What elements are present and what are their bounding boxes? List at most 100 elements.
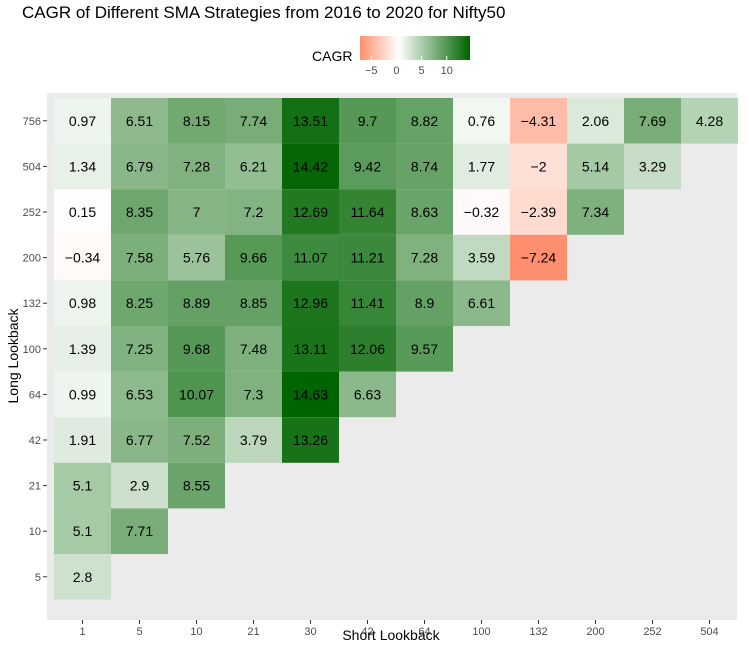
- cell-label: 7.34: [582, 204, 609, 220]
- x-tick-label: 10: [190, 626, 202, 638]
- x-tick-label: 200: [586, 626, 604, 638]
- heatmap-cell: [168, 280, 225, 326]
- cell-label: 6.53: [126, 386, 153, 402]
- heatmap-cell: [339, 98, 396, 144]
- cell-label: 7.74: [240, 113, 267, 129]
- heatmap-cell: [510, 143, 567, 190]
- y-axis-title: Long Lookback: [5, 308, 21, 404]
- cell-label: 9.7: [358, 113, 378, 129]
- x-tick-label: 64: [418, 626, 430, 638]
- heatmap-cell: [282, 326, 339, 372]
- cell-label: 5.14: [582, 158, 609, 174]
- heatmap-cell: [282, 234, 339, 281]
- y-tick-label: 5: [35, 572, 41, 584]
- heatmap-cell: [168, 371, 225, 418]
- cell-label: 0.99: [69, 386, 96, 402]
- heatmap-cell: [282, 189, 339, 235]
- cell-label: 6.77: [126, 432, 153, 448]
- cell-label: 8.55: [183, 478, 210, 494]
- cell-label: 1.39: [69, 341, 96, 357]
- cell-label: 0.97: [69, 113, 96, 129]
- heatmap-cell: [168, 189, 225, 235]
- heatmap-cell: [111, 280, 168, 326]
- chart-title: CAGR of Different SMA Strategies from 20…: [22, 3, 506, 22]
- y-tick-label: 21: [29, 481, 41, 493]
- y-tick-label: 42: [29, 435, 41, 447]
- cell-label: 12.06: [350, 341, 385, 357]
- cell-label: 6.79: [126, 158, 153, 174]
- y-tick-label: 64: [29, 389, 41, 401]
- cell-label: −7.24: [521, 250, 557, 266]
- heatmap-cell: [111, 189, 168, 235]
- x-tick-label: 1: [79, 626, 85, 638]
- cell-label: 14.63: [293, 386, 328, 402]
- heatmap-cell: [282, 417, 339, 463]
- legend-tick-label: 10: [441, 65, 453, 77]
- x-tick-label: 21: [247, 626, 259, 638]
- cell-label: 2.9: [130, 478, 150, 494]
- x-tick-label: 504: [700, 626, 718, 638]
- heatmap-cell: [168, 143, 225, 190]
- cell-label: 14.42: [293, 158, 328, 174]
- cell-label: 6.21: [240, 158, 267, 174]
- heatmap-cell: [225, 98, 282, 144]
- cell-label: −4.31: [521, 113, 557, 129]
- heatmap-cell: [510, 234, 567, 281]
- heatmap-cell: [339, 234, 396, 281]
- cell-label: 3.59: [468, 250, 495, 266]
- heatmap-cell: [510, 98, 567, 144]
- cell-label: 8.35: [126, 204, 153, 220]
- y-tick-label: 504: [23, 161, 41, 173]
- heatmap-cell: [225, 143, 282, 190]
- cell-label: 12.96: [293, 295, 328, 311]
- heatmap-cell: [54, 326, 111, 372]
- cell-label: 11.41: [351, 295, 385, 311]
- cell-label: −2.39: [521, 204, 557, 220]
- cell-label: 8.89: [183, 295, 210, 311]
- heatmap-cell: [111, 98, 168, 144]
- heatmap-cell: [339, 326, 396, 372]
- color-legend: CAGR −5 0 5 10: [312, 34, 482, 80]
- heatmap-cell: [54, 417, 111, 463]
- heatmap-cell: [567, 143, 624, 190]
- x-tick-label: 100: [472, 626, 490, 638]
- cell-label: 10.07: [179, 386, 214, 402]
- heatmap-cell: [225, 189, 282, 235]
- cell-label: 12.69: [293, 204, 328, 220]
- heatmap-cell: [396, 143, 453, 190]
- heatmap-cell: [225, 326, 282, 372]
- cell-label: −2: [531, 158, 547, 174]
- heatmap-cell: [168, 326, 225, 372]
- cell-label: 6.61: [468, 295, 495, 311]
- cell-label: 7.71: [126, 523, 153, 539]
- cell-label: 4.28: [696, 113, 723, 129]
- heatmap-cell: [111, 326, 168, 372]
- cell-label: 8.25: [126, 295, 153, 311]
- cell-label: 3.79: [240, 432, 267, 448]
- cell-label: 5.1: [73, 478, 93, 494]
- heatmap-cell: [453, 280, 510, 326]
- cell-label: 0.98: [69, 295, 96, 311]
- heatmap-cell: [624, 143, 681, 190]
- cell-label: 8.15: [183, 113, 210, 129]
- heatmap-cell: [168, 462, 225, 509]
- heatmap-cell: [282, 280, 339, 326]
- heatmap-cell: [111, 417, 168, 463]
- heatmap-cell: [282, 371, 339, 418]
- cell-label: 13.51: [293, 113, 328, 129]
- cell-label: 2.8: [73, 569, 93, 585]
- cell-label: 5.76: [183, 250, 210, 266]
- heatmap-cell: [168, 98, 225, 144]
- cell-label: 7.25: [126, 341, 153, 357]
- heatmap-cell: [54, 508, 111, 554]
- heatmap-cell: [225, 417, 282, 463]
- y-tick-label: 132: [23, 298, 41, 310]
- y-tick-label: 756: [23, 116, 41, 128]
- cell-label: 11.21: [351, 250, 385, 266]
- cell-label: 7.3: [244, 386, 264, 402]
- heatmap-cell: [453, 189, 510, 235]
- heatmap-cell: [282, 98, 339, 144]
- x-axis-title: Short Lookback: [342, 627, 440, 643]
- heatmap-cell: [396, 280, 453, 326]
- heatmap-cell: [624, 98, 681, 144]
